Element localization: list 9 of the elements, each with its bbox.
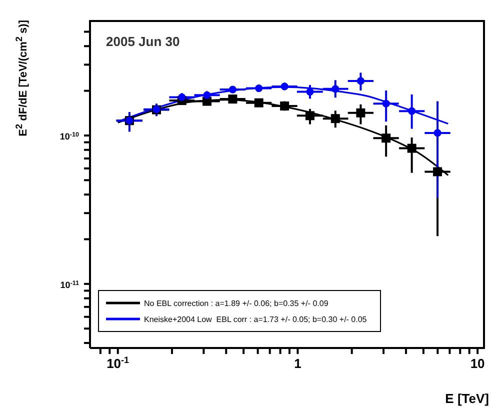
y-tick-label: 10$^{-11}$ [60, 279, 80, 290]
y-tick-label: 10$^{-10}$ [60, 130, 80, 142]
legend-label: Kneiske+2004 Low EBL corr : a=1.73 +/- 0.05; b=0.30 +/- 0.05 [144, 314, 367, 324]
legend-label: No EBL correction : a=1.89 +/- 0.06; b=0.35 +/- 0.09 [144, 298, 328, 308]
x-tick-label: 10 [470, 356, 485, 371]
x-tick-label: 1 [294, 356, 302, 371]
x-axis-title: E [TeV] [445, 391, 489, 406]
x-tick-label: 10$^{-1}$ [106, 355, 130, 371]
annotation: 2005 Jun 30 [106, 34, 180, 49]
